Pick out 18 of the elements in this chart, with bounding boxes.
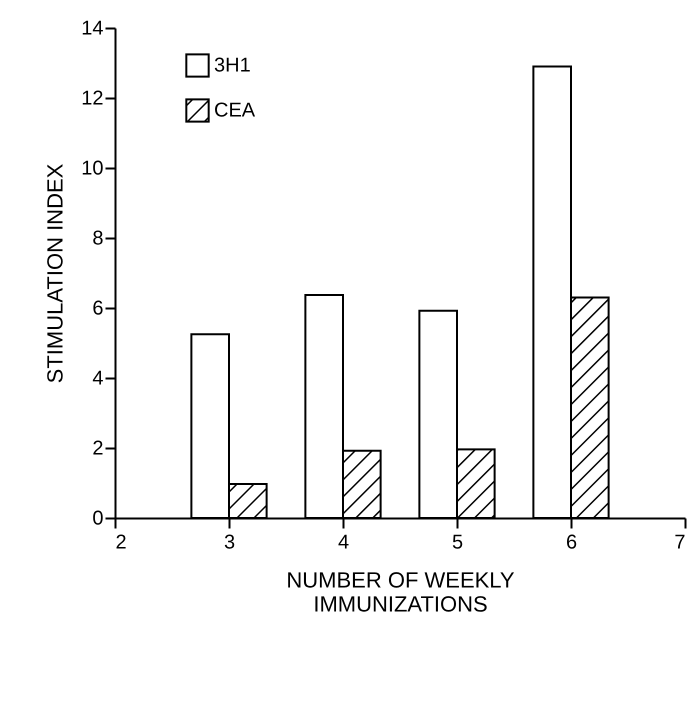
y-tick-label: 10 xyxy=(81,158,104,180)
y-tick-label: 6 xyxy=(92,298,104,320)
y-tick-label: 2 xyxy=(92,438,104,460)
y-axis-title: STIMULATION INDEX xyxy=(42,163,68,384)
x-tick-label: 3 xyxy=(224,532,236,554)
x-tick-label: 5 xyxy=(452,532,464,554)
legend-label: CEA xyxy=(214,100,256,122)
y-tick-label: 8 xyxy=(92,228,104,250)
y-tick-label: 0 xyxy=(92,508,104,530)
y-tick-label: 12 xyxy=(81,88,104,110)
x-axis-title: NUMBER OF WEEKLY IMMUNIZATIONS xyxy=(286,568,515,616)
x-tick-label: 4 xyxy=(338,532,350,554)
y-tick-label: 4 xyxy=(92,368,104,390)
x-tick-label: 6 xyxy=(566,532,578,554)
x-tick-label: 7 xyxy=(674,532,686,554)
legend-label: 3H1 xyxy=(214,54,251,76)
x-tick-label: 2 xyxy=(116,532,127,554)
y-tick-label: 14 xyxy=(81,18,104,40)
